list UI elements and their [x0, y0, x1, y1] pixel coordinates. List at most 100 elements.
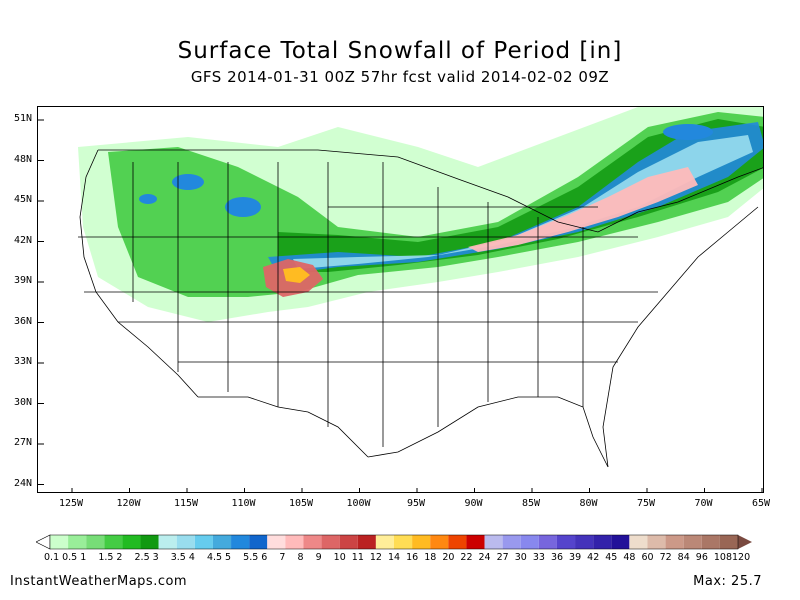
legend-label: 84 — [677, 552, 690, 563]
lon-label: 65W — [751, 498, 771, 509]
legend-label: 2 — [116, 552, 123, 563]
legend-swatch — [665, 535, 684, 549]
legend-label: 45 — [605, 552, 618, 563]
lon-label: 80W — [579, 498, 598, 509]
legend-swatch — [430, 535, 449, 549]
lon-label: 105W — [288, 498, 314, 509]
legend-swatch — [412, 535, 431, 549]
legend-label: 7 — [279, 552, 286, 563]
legend-swatch — [104, 535, 123, 549]
lat-label: 39N — [13, 275, 32, 286]
lon-label: 75W — [636, 498, 656, 509]
legend-labels: 0.1 0.5 1 1.5 2 2.5 3 3.5 4 4.5 5 5.5 6 7 8 9 10 11 12 14 16… — [0, 552, 800, 566]
page-subtitle: GFS 2014-01-31 00Z 57hr fcst valid 2014-… — [190, 68, 610, 86]
mexico-border — [198, 396, 369, 458]
lon-label: 115W — [173, 498, 199, 509]
snow-swath-pink — [468, 167, 698, 252]
legend-swatch — [466, 535, 485, 549]
legend-swatch — [647, 535, 666, 549]
legend-label: 120 — [732, 552, 751, 563]
legend-label: 2.5 — [134, 552, 150, 563]
legend-label: 108 — [713, 552, 733, 563]
legend-swatch — [629, 535, 648, 549]
lon-label: 85W — [521, 498, 541, 509]
legend-swatch — [267, 535, 286, 549]
legend-label: 22 — [460, 552, 473, 563]
legend-label: 10 — [333, 552, 346, 563]
snow-spot-nw-1 — [172, 174, 204, 190]
legend-swatch — [86, 535, 105, 549]
legend-swatch — [194, 535, 213, 549]
lon-label: 110W — [231, 498, 256, 509]
legend-label: 3.5 — [170, 552, 186, 563]
lat-label: 45N — [13, 194, 32, 205]
lon-label: 120W — [116, 498, 141, 509]
legend-arrow-right — [738, 535, 752, 549]
legend-label: 0.5 — [62, 552, 78, 563]
legend-swatch — [68, 535, 87, 549]
legend-swatch — [50, 535, 69, 549]
legend-label: 42 — [587, 552, 600, 563]
legend-label: 20 — [442, 552, 455, 563]
legend-label: 18 — [424, 552, 437, 563]
legend-label: 27 — [496, 552, 509, 563]
legend-label: 11 — [351, 552, 364, 563]
legend-label: 14 — [388, 552, 401, 563]
lon-label: 90W — [464, 498, 483, 509]
legend-swatch — [231, 535, 250, 549]
snow-swath-dark-green — [278, 119, 763, 272]
legend-label: 96 — [695, 552, 708, 563]
legend-swatch — [212, 535, 232, 549]
lat-label: 36N — [13, 315, 32, 327]
map-borders — [78, 149, 763, 468]
snow-core-orange — [283, 267, 310, 283]
lat-label: 48N — [13, 153, 32, 165]
lon-label: 125W — [58, 498, 84, 509]
legend-swatch — [321, 535, 340, 549]
legend-label: 0.1 — [44, 552, 60, 563]
snow-swath-light-blue — [293, 135, 753, 269]
us-canada-border — [98, 149, 763, 233]
lat-label: 27N — [13, 437, 32, 448]
lat-label: 33N — [13, 356, 32, 367]
map-canvas — [38, 107, 763, 492]
max-value: 25.7 — [731, 574, 762, 589]
site-credit: InstantWeatherMaps.com — [10, 574, 188, 589]
legend-label: 1 — [80, 552, 87, 563]
legend-swatch — [611, 535, 630, 549]
legend-swatch — [719, 535, 738, 549]
max-value-readout: Max: 25.7 — [693, 574, 762, 589]
lat-label: 30N — [13, 396, 32, 408]
legend-label: 36 — [550, 552, 564, 563]
lat-label: 24N — [13, 477, 32, 489]
snow-spot-ne-blue — [663, 124, 713, 140]
legend-arrow-left — [36, 534, 51, 550]
max-label: Max: — [693, 574, 727, 589]
legend-label: 33 — [532, 552, 545, 563]
legend-swatch — [593, 535, 612, 549]
legend-label: 48 — [623, 552, 636, 563]
legend-swatch — [303, 535, 322, 549]
legend-label: 24 — [478, 552, 491, 563]
legend-label: 9 — [315, 552, 322, 563]
legend-label: 39 — [569, 552, 582, 563]
legend-swatch — [158, 535, 177, 549]
legend-swatch — [357, 535, 376, 549]
legend-swatch — [249, 535, 268, 549]
lon-label: 70W — [694, 498, 713, 509]
legend-label: 12 — [369, 552, 382, 563]
legend-swatch — [122, 535, 141, 549]
snow-spot-nw-2 — [225, 197, 261, 217]
lon-label: 95W — [406, 498, 426, 509]
legend-swatch — [176, 535, 195, 549]
legend-swatch — [575, 535, 594, 549]
legend-label: 8 — [297, 552, 304, 563]
legend-swatch — [701, 535, 720, 549]
legend-label: 30 — [514, 552, 527, 563]
legend-label: 72 — [659, 552, 672, 563]
legend-label: 4.5 — [206, 552, 223, 563]
snowfall-map[interactable] — [37, 106, 764, 493]
legend-swatch — [375, 535, 394, 549]
legend-swatch — [538, 535, 557, 549]
legend-label: 1.5 — [98, 552, 114, 563]
